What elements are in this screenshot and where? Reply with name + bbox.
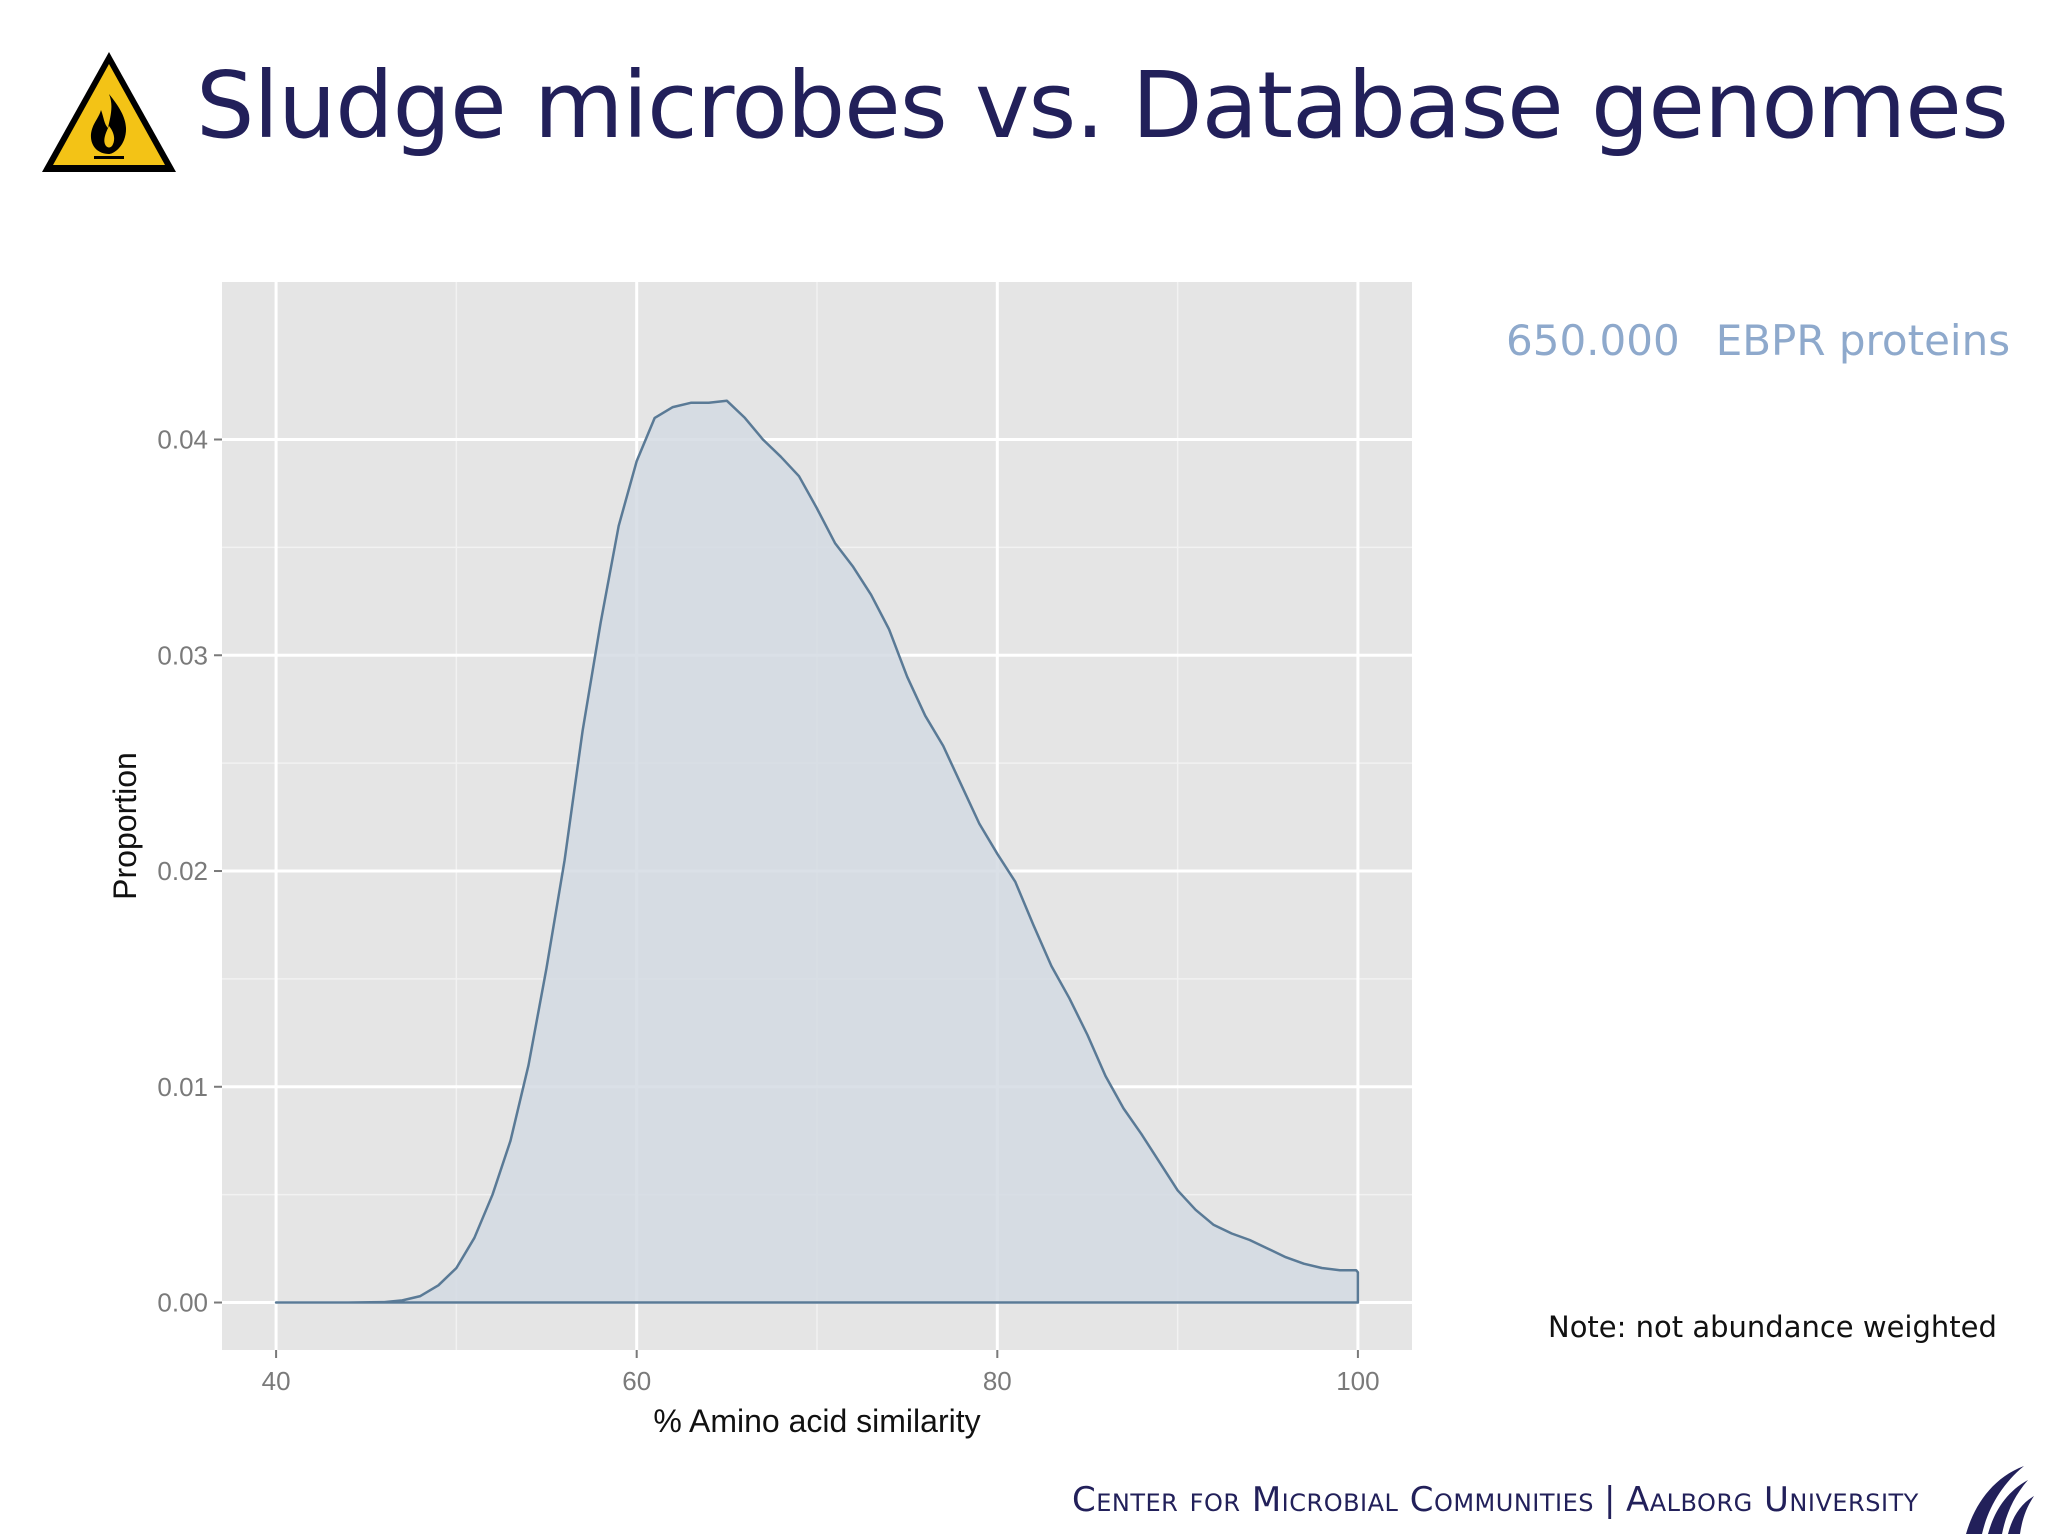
- x-tick-label: 40: [262, 1366, 291, 1396]
- protein-count-note: 650.000 EBPR proteins: [1506, 316, 2010, 365]
- weighting-note: Note: not abundance weighted: [1548, 1310, 1997, 1344]
- x-tick-label: 60: [622, 1366, 651, 1396]
- y-tick-label: 0.02: [157, 856, 208, 886]
- footer-university-name: Aalborg University: [1625, 1480, 1919, 1520]
- aalborg-university-logo-icon: [1966, 1466, 2034, 1534]
- footer-center-name: Center for Microbial Communities: [1072, 1480, 1594, 1520]
- flammable-warning-icon: [42, 52, 176, 172]
- x-tick-label: 80: [983, 1366, 1012, 1396]
- slide-title: Sludge microbes vs. Database genomes: [196, 52, 2009, 159]
- density-area: [274, 399, 1360, 1304]
- y-tick-label: 0.03: [157, 640, 208, 670]
- footer-separator: |: [1604, 1480, 1616, 1520]
- x-tick-label: 100: [1336, 1366, 1379, 1396]
- x-axis-title: % Amino acid similarity: [653, 1403, 980, 1439]
- y-tick-label: 0.00: [157, 1288, 208, 1318]
- y-axis-title: Proportion: [107, 752, 143, 900]
- footer: Center for Microbial Communities | Aalborg…: [1072, 1480, 1919, 1520]
- protein-count: 650.000: [1506, 316, 1680, 365]
- y-tick-label: 0.01: [157, 1072, 208, 1102]
- protein-label: EBPR proteins: [1715, 316, 2011, 365]
- y-tick-label: 0.04: [157, 425, 208, 455]
